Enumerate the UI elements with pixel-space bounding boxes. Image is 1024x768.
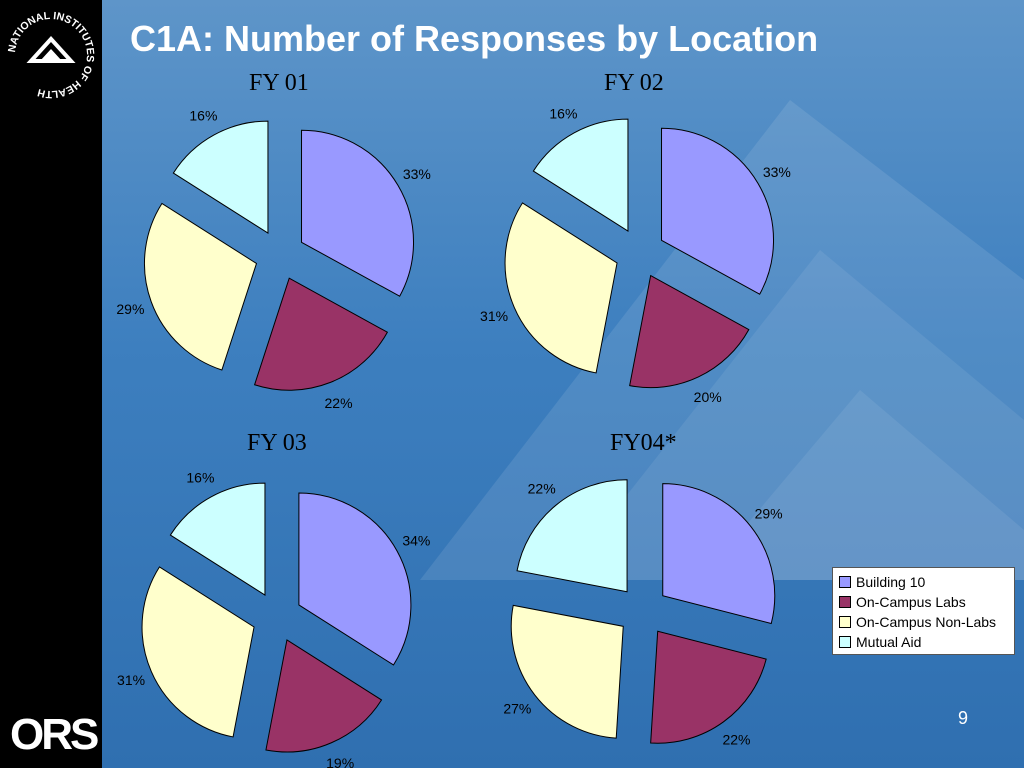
pie-slice: [504, 202, 618, 374]
page-title: C1A: Number of Responses by Location: [130, 18, 819, 59]
legend-item: On-Campus Labs: [839, 592, 1008, 612]
legend-item: Mutual Aid: [839, 632, 1008, 652]
data-label: 22%: [528, 480, 556, 496]
legend-item: Building 10: [839, 572, 1008, 592]
pie-slice: [265, 639, 383, 753]
pie-slice: [532, 118, 629, 233]
data-label: 33%: [403, 166, 431, 182]
legend-label: On-Campus Labs: [856, 594, 966, 610]
chart-title-fy04: FY04*: [610, 430, 677, 456]
legend-swatch: [839, 596, 851, 608]
pie-slice: [172, 120, 269, 235]
chart-title-fy02: FY 02: [604, 70, 664, 96]
pie-slice: [662, 483, 776, 625]
data-label: 31%: [117, 672, 145, 688]
legend-swatch: [839, 616, 851, 628]
pie-slice: [298, 492, 412, 666]
pie-slice: [661, 127, 774, 295]
legend: Building 10 On-Campus Labs On-Campus Non…: [832, 567, 1015, 655]
legend-swatch: [839, 636, 851, 648]
data-label: 19%: [326, 755, 354, 768]
nih-logo: NATIONAL INSTITUTES OF HEALTH: [6, 10, 96, 100]
data-label: 22%: [722, 732, 750, 748]
sidebar: [0, 0, 102, 768]
page-number: 9: [958, 708, 969, 728]
data-label: 34%: [402, 532, 430, 548]
legend-label: Mutual Aid: [856, 634, 922, 650]
ors-logo: ORS: [10, 710, 99, 759]
legend-label: On-Campus Non-Labs: [856, 614, 997, 630]
pie-slice: [144, 202, 258, 371]
legend-swatch: [839, 576, 851, 588]
pie-slice: [629, 274, 750, 389]
pie-slice: [301, 129, 414, 297]
legend-label: Building 10: [856, 574, 926, 590]
data-label: 29%: [755, 506, 783, 522]
pie-slice: [141, 566, 255, 738]
data-label: 27%: [503, 700, 531, 716]
pie-slice: [516, 479, 628, 593]
data-label: 29%: [116, 301, 144, 317]
pie-slice: [169, 482, 266, 597]
data-label: 20%: [694, 389, 722, 405]
data-label: 16%: [186, 470, 214, 486]
legend-item: On-Campus Non-Labs: [839, 612, 1008, 632]
pie-slice: [650, 630, 767, 744]
data-label: 31%: [480, 308, 508, 324]
data-label: 16%: [549, 106, 577, 122]
data-label: 33%: [763, 164, 791, 180]
data-label: 16%: [189, 108, 217, 124]
chart-title-fy01: FY 01: [249, 70, 309, 96]
data-label: 22%: [325, 395, 353, 411]
pie-slice: [510, 604, 624, 739]
pie-slice: [253, 277, 389, 391]
chart-title-fy03: FY 03: [247, 430, 307, 456]
